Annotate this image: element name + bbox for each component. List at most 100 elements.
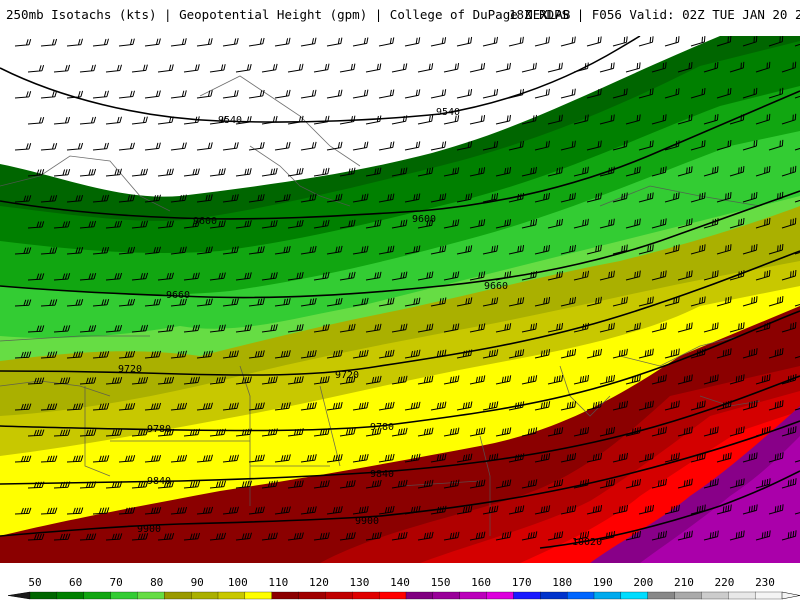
wind-barb [664, 452, 680, 463]
legend-swatch [298, 591, 326, 600]
wind-barb [131, 116, 148, 125]
wind-barb [417, 63, 434, 73]
wind-barb [40, 351, 58, 359]
wind-barb [131, 220, 148, 229]
wind-barb [274, 454, 291, 463]
wind-barb [521, 166, 537, 177]
wind-barb [53, 533, 71, 541]
height-contour-layer [0, 36, 800, 549]
wind-barb [157, 480, 175, 489]
wind-barb [118, 402, 136, 411]
wind-barb [456, 141, 473, 151]
wind-barb [599, 478, 616, 489]
wind-barb [742, 36, 758, 47]
wind-barb [326, 401, 343, 411]
wind-barb [690, 88, 706, 99]
wind-barb [690, 400, 706, 411]
wind-barb [638, 452, 654, 463]
map-panel[interactable]: 9540 9540 9600 9600 9660 9660 9720 9720 9780 9780… [0, 36, 800, 563]
legend-swatch [620, 591, 649, 600]
wind-barb [209, 272, 226, 281]
wind-barb [157, 168, 174, 177]
legend-tick-label: 120 [309, 576, 329, 589]
wind-barb [651, 322, 667, 333]
wind-barb [222, 194, 239, 203]
wind-barb [183, 220, 200, 229]
wind-barb [742, 452, 758, 463]
wind-barb [404, 297, 421, 307]
wind-barb [781, 426, 797, 437]
wind-barb [521, 114, 537, 125]
wind-barb [66, 246, 84, 255]
wind-barb [157, 324, 174, 333]
wind-barb [690, 140, 706, 151]
wind-barb [339, 271, 356, 281]
wind-barb [638, 192, 654, 203]
wind-barb [144, 38, 161, 47]
wind-barb [781, 217, 797, 229]
wind-barb [196, 246, 213, 255]
wind-barb [352, 401, 369, 411]
wind-barb [183, 480, 201, 489]
wind-barb [131, 481, 149, 489]
border-line [0, 155, 171, 212]
wind-barb [534, 88, 550, 99]
wind-barb [768, 348, 784, 359]
legend-tick-label: 60 [69, 576, 82, 589]
wind-barb [105, 220, 123, 229]
wind-barb [170, 142, 187, 151]
wind-barb [300, 37, 317, 47]
wind-barb [794, 147, 800, 151]
wind-barb [339, 375, 356, 385]
wind-barb [599, 531, 616, 541]
wind-barb [27, 273, 45, 281]
wind-barb [287, 428, 304, 437]
wind-barb [261, 324, 278, 333]
wind-barb [768, 400, 784, 411]
wind-barb [612, 192, 628, 203]
wind-barb [625, 478, 641, 489]
wind-barb [599, 322, 615, 333]
wind-barb [417, 167, 434, 177]
wind-barb [586, 452, 603, 463]
wind-barb [729, 218, 745, 229]
wind-barb [573, 270, 589, 281]
wind-barb [508, 245, 525, 255]
wind-barb [469, 375, 486, 385]
wind-barb [222, 298, 239, 307]
wind-barb [248, 350, 265, 359]
legend-swatch [110, 591, 138, 600]
wind-barb [716, 36, 732, 47]
wind-barb [560, 192, 576, 203]
wind-barb [352, 245, 369, 255]
wind-barb [716, 296, 732, 307]
wind-barb [469, 271, 486, 281]
wind-barb [612, 296, 628, 307]
isotach-fill-layer [0, 36, 800, 563]
wind-barb [716, 348, 732, 359]
wind-barb [105, 533, 123, 541]
wind-barb [274, 89, 291, 99]
legend-tick-label: 170 [512, 576, 532, 589]
wind-barb [612, 348, 628, 359]
wind-barb [612, 452, 628, 463]
wind-barb [742, 139, 758, 151]
wind-barb [443, 167, 460, 177]
wind-barb [781, 269, 797, 281]
wind-barb [742, 296, 758, 307]
wind-barb [638, 36, 654, 47]
wind-barb [716, 504, 732, 515]
wind-barb [521, 375, 538, 385]
wind-barb [92, 455, 110, 463]
wind-barb [495, 62, 511, 73]
wind-barb [768, 139, 784, 151]
wind-barb [534, 296, 551, 307]
wind-barb [651, 374, 667, 385]
wind-barb [664, 348, 680, 359]
wind-barb [794, 43, 800, 47]
wind-barb [378, 349, 395, 359]
wind-barb [92, 246, 110, 255]
wind-barb [196, 454, 213, 463]
wind-barb [235, 532, 252, 541]
wind-barb [222, 246, 239, 255]
